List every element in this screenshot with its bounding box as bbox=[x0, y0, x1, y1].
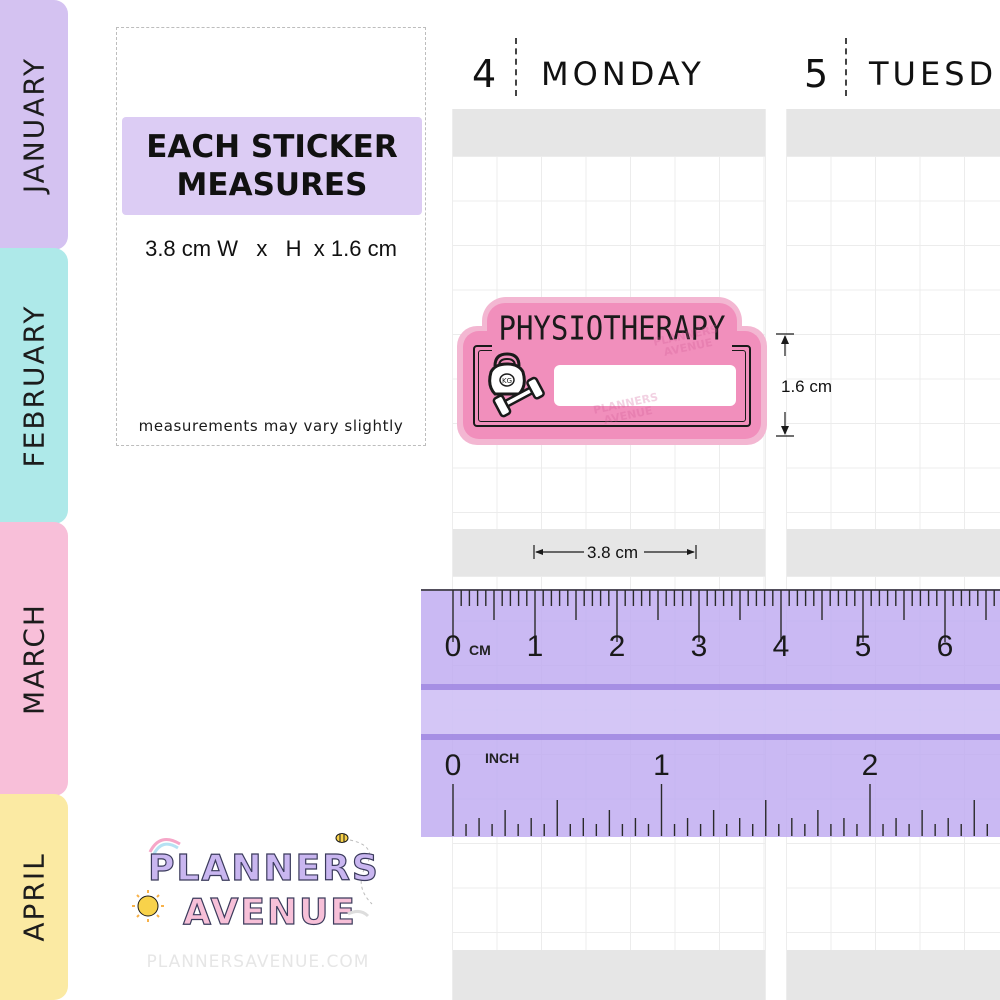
height-dimension-arrow bbox=[776, 333, 794, 437]
column-edge bbox=[786, 109, 787, 1000]
column-divider-band bbox=[786, 529, 1000, 576]
ruler-cm-number: 3 bbox=[690, 630, 708, 663]
day-name-tuesday: TUESD bbox=[869, 55, 998, 93]
ruler-stripe bbox=[421, 734, 1000, 740]
tab-january[interactable]: JANUARY bbox=[0, 0, 68, 250]
height-dimension-label: 1.6 cm bbox=[781, 377, 833, 396]
ruler-cm-number: 0 bbox=[444, 630, 462, 663]
day-number-tuesday: 5 bbox=[804, 52, 829, 96]
ruler-stripe bbox=[421, 690, 1000, 734]
sticker-title: PHYSIOTHERAPY bbox=[498, 308, 726, 348]
logo-line1: PLANNERS bbox=[148, 848, 380, 889]
column-divider-band bbox=[786, 950, 1000, 1000]
planners-avenue-logo: PLANNERS AVENUE bbox=[132, 833, 380, 934]
size-dimensions-text: 3.8 cm W x H x 1.6 cm bbox=[145, 236, 397, 261]
ruler-cm-number: 6 bbox=[936, 630, 954, 663]
tab-january-label: JANUARY bbox=[17, 56, 51, 194]
logo-line2: AVENUE bbox=[183, 892, 357, 933]
width-dimension-label: 3.8 cm bbox=[587, 543, 639, 562]
column-header-band bbox=[786, 109, 1000, 156]
column-edge bbox=[452, 109, 453, 1000]
ruler-ticks bbox=[421, 589, 1000, 836]
kettlebell-kg-text: KG bbox=[502, 377, 512, 385]
ruler-cm-number: 5 bbox=[854, 630, 872, 663]
ruler-inch-number: 0 bbox=[444, 749, 462, 782]
sticker-write-in-field[interactable] bbox=[554, 365, 736, 406]
column-header-band bbox=[452, 109, 765, 156]
tab-april[interactable]: APRIL bbox=[0, 794, 68, 1000]
ruler-cm-unit: CM bbox=[469, 642, 491, 658]
column-divider-band bbox=[452, 529, 765, 576]
sticker-title-backing bbox=[492, 310, 732, 354]
ruler-inch-unit: INCH bbox=[485, 750, 520, 766]
tab-february[interactable]: FEBRUARY bbox=[0, 248, 68, 524]
ruler-cm-number: 1 bbox=[526, 630, 544, 663]
ruler-inch-number: 1 bbox=[653, 749, 670, 782]
day-separator bbox=[515, 38, 517, 96]
sticker-size-card: EACH STICKER MEASURES 3.8 cm W x H x 1.6… bbox=[116, 27, 426, 446]
day-separator bbox=[845, 38, 847, 96]
day-name-monday: MONDAY bbox=[541, 55, 705, 93]
tab-march[interactable]: MARCH bbox=[0, 522, 68, 796]
size-title-line2: MEASURES bbox=[176, 167, 368, 203]
day-number-monday: 4 bbox=[472, 52, 497, 96]
size-disclaimer: measurements may vary slightly bbox=[138, 417, 404, 435]
column-divider-band bbox=[452, 950, 765, 1000]
width-dimension-arrow bbox=[533, 545, 697, 559]
ruler[interactable]: CM INCH 0 1 2 3 4 5 6 0 1 2 bbox=[421, 589, 1000, 837]
column-edge bbox=[765, 109, 766, 1000]
ruler-cm-number: 4 bbox=[772, 630, 790, 663]
size-banner-title: EACH STICKER MEASURES bbox=[127, 128, 417, 204]
ruler-stripe bbox=[421, 684, 1000, 690]
tab-february-label: FEBRUARY bbox=[17, 304, 51, 468]
ruler-inch-number: 2 bbox=[861, 749, 879, 782]
tab-april-label: APRIL bbox=[17, 852, 51, 942]
column-grid bbox=[786, 156, 1000, 529]
kettlebell-dumbbell-icon: KG bbox=[488, 352, 545, 418]
size-title-line1: EACH STICKER bbox=[146, 129, 398, 165]
tab-march-label: MARCH bbox=[17, 603, 51, 715]
planner-column-tuesday[interactable] bbox=[786, 109, 1000, 1000]
size-banner: EACH STICKER MEASURES bbox=[122, 117, 422, 215]
brand-url: PLANNERSAVENUE.COM bbox=[146, 952, 370, 972]
ruler-cm-number: 2 bbox=[608, 630, 626, 663]
